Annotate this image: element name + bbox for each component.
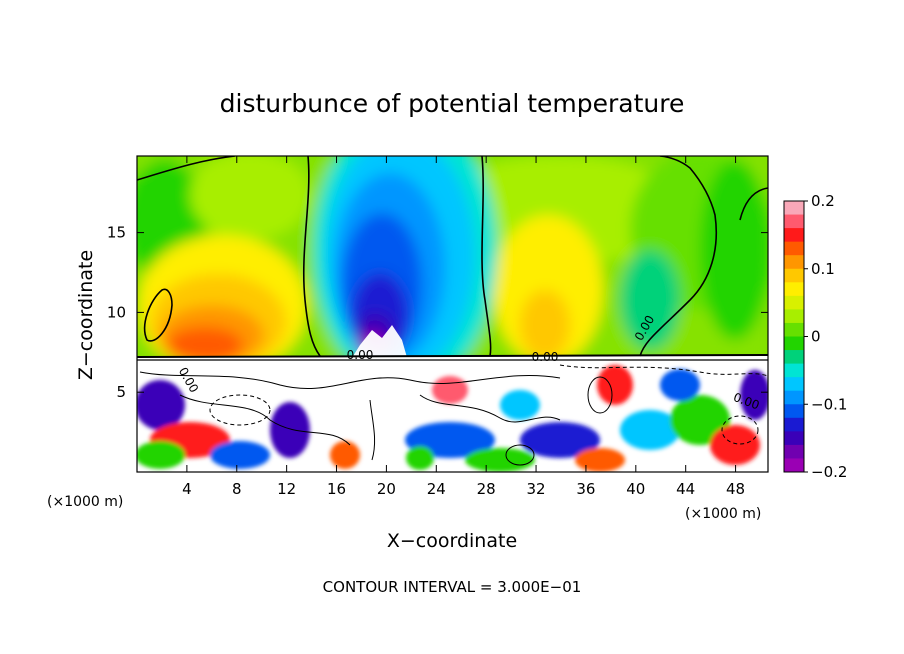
colorbar-swatch (784, 322, 804, 337)
colorbar-swatch (784, 336, 804, 351)
contour-value-label: 0.00 (347, 348, 374, 362)
x-unit-left: (×1000 m) (47, 494, 123, 510)
colorbar-swatches (784, 201, 804, 473)
colorbar-tick-label: 0 (811, 328, 821, 346)
x-unit-right: (×1000 m) (685, 506, 761, 522)
x-tick-label: 44 (676, 480, 695, 498)
x-tick-label: 32 (527, 480, 546, 498)
colorbar-swatch (784, 228, 804, 243)
x-tick-group: 4 8 12 16 20 24 28 32 36 40 44 48 (182, 156, 745, 498)
x-tick-label: 20 (377, 480, 396, 498)
colorbar-swatch (784, 241, 804, 256)
colorbar-swatch (784, 268, 804, 283)
x-tick-label: 40 (626, 480, 645, 498)
x-tick-label: 8 (232, 480, 242, 498)
x-tick-label: 48 (726, 480, 745, 498)
colorbar-swatch (784, 377, 804, 392)
y-tick-label: 5 (116, 383, 126, 401)
colorbar-swatch (784, 444, 804, 459)
colorbar: 0.2 0.1 0 −0.1 −0.2 (783, 192, 847, 481)
colorbar-tick-label: −0.1 (811, 395, 847, 413)
colorbar-tick-label: 0.2 (811, 192, 835, 210)
colorbar-swatch (784, 282, 804, 297)
x-axis-label: X−coordinate (387, 530, 517, 552)
lower-field (137, 356, 768, 472)
colorbar-swatch (784, 363, 804, 378)
contour-interval-footer: CONTOUR INTERVAL = 3.000E−01 (323, 578, 582, 596)
plot-frame (136, 155, 769, 473)
upper-field (137, 156, 768, 390)
colorbar-swatch (784, 295, 804, 310)
colorbar-swatch (784, 458, 804, 473)
contour-value-label: 0.00 (532, 350, 559, 364)
contour-lines (137, 156, 768, 361)
x-tick-label: 28 (477, 480, 496, 498)
colorbar-swatch (784, 417, 804, 432)
chart-title: disturbunce of potential temperature (220, 89, 685, 118)
colorbar-swatch (784, 404, 804, 419)
colorbar-swatch (784, 201, 804, 216)
y-tick-group: 5 10 15 (107, 224, 768, 401)
x-tick-label: 36 (576, 480, 595, 498)
x-tick-label: 12 (277, 480, 296, 498)
colorbar-swatch (784, 214, 804, 229)
colorbar-swatch (784, 309, 804, 324)
colorbar-tick-group: 0.2 0.1 0 −0.1 −0.2 (804, 192, 847, 481)
colorbar-swatch (784, 431, 804, 446)
x-tick-label: 24 (427, 480, 446, 498)
colorbar-swatch (784, 255, 804, 270)
colorbar-swatch (784, 350, 804, 365)
y-axis-label: Z−coordinate (75, 250, 97, 380)
y-tick-label: 15 (107, 224, 126, 242)
x-tick-label: 16 (327, 480, 346, 498)
colorbar-tick-label: −0.2 (811, 463, 847, 481)
colorbar-swatch (784, 390, 804, 405)
y-tick-label: 10 (107, 303, 126, 321)
x-tick-label: 4 (182, 480, 192, 498)
colorbar-tick-label: 0.1 (811, 260, 835, 278)
